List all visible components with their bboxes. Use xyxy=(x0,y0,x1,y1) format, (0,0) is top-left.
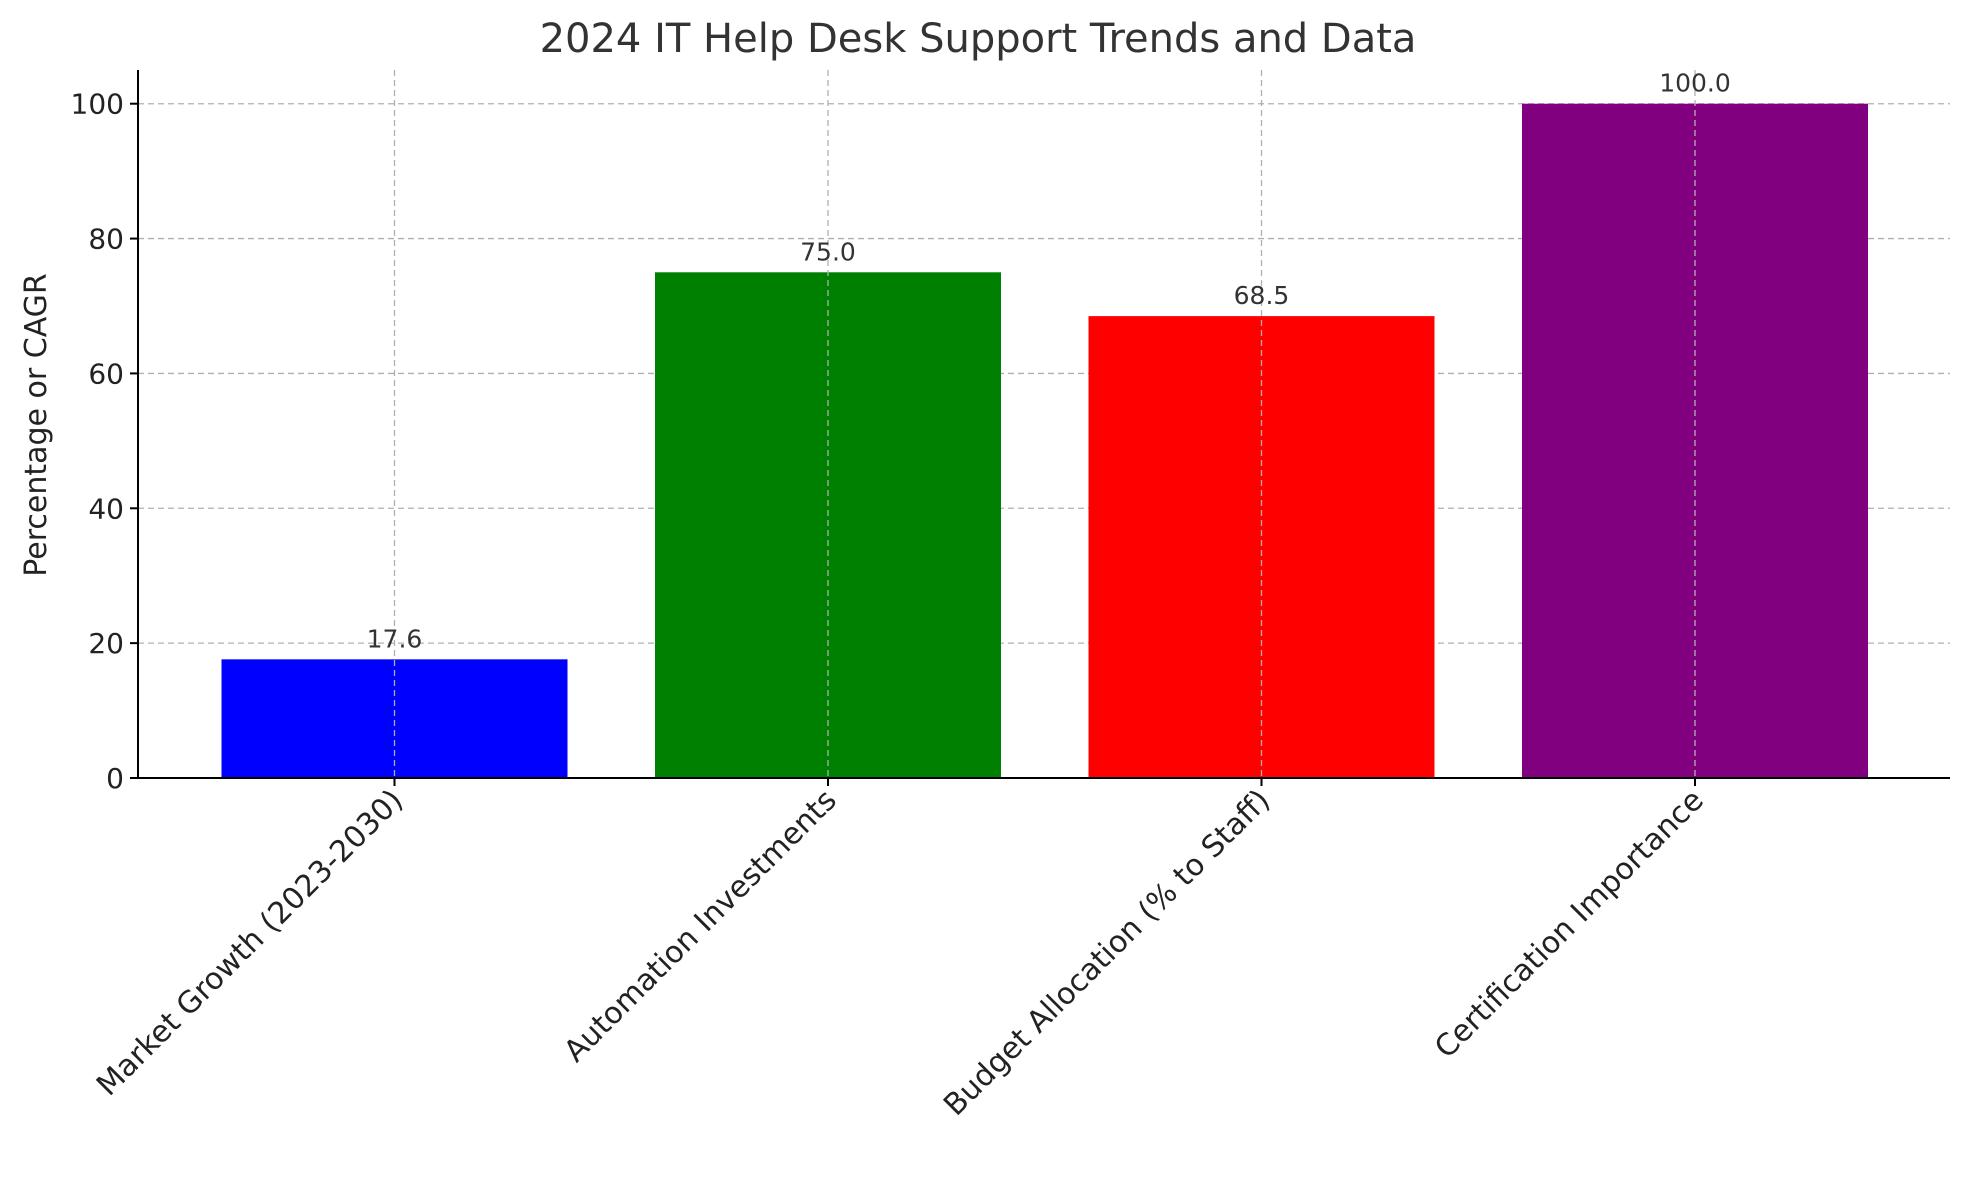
x-tick-label: Market Growth (2023-2030) xyxy=(90,783,410,1103)
x-tick-label: Budget Allocation (% to Staff) xyxy=(937,783,1277,1123)
data-label: 17.6 xyxy=(367,624,423,653)
y-tick-label: 100 xyxy=(71,88,124,121)
data-label: 100.0 xyxy=(1659,69,1731,98)
y-tick-label: 40 xyxy=(88,492,124,525)
y-axis-label: Percentage or CAGR xyxy=(19,273,54,577)
y-tick-label: 20 xyxy=(88,627,124,660)
x-tick-label: Certification Importance xyxy=(1428,783,1711,1066)
data-label: 75.0 xyxy=(800,237,856,266)
y-tick-label: 80 xyxy=(88,223,124,256)
y-tick-label: 0 xyxy=(106,762,124,795)
bars-layer xyxy=(221,103,1868,778)
axes-layer xyxy=(130,70,1950,786)
x-tick-label: Automation Investments xyxy=(557,783,843,1069)
bar-1 xyxy=(221,659,568,778)
data-label: 68.5 xyxy=(1234,281,1290,310)
y-tick-label: 60 xyxy=(88,357,124,390)
chart-title: 2024 IT Help Desk Support Trends and Dat… xyxy=(540,16,1417,62)
